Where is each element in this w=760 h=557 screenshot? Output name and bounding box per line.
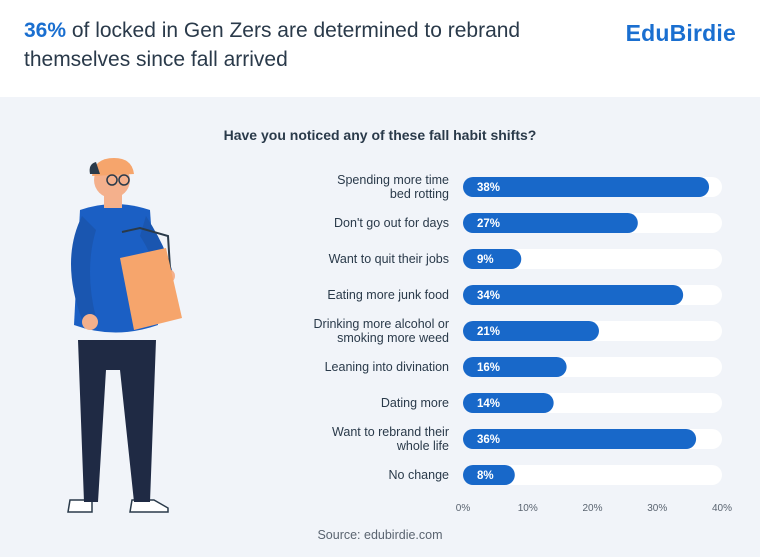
category-label: Drinking more alcohol or smoking more wee… [314, 317, 450, 345]
bar [463, 177, 710, 197]
category-label: Want to quit their jobs [329, 252, 449, 266]
bar [463, 249, 522, 269]
data-label: 36% [477, 434, 500, 446]
bar [463, 321, 599, 341]
bar [463, 357, 567, 377]
category-label: Dating more [381, 396, 449, 410]
data-label: 14% [477, 398, 500, 410]
headline-highlight: 36% [24, 19, 67, 42]
category-label: Leaning into divination [325, 360, 449, 374]
source-note: Source: edubirdie.com [317, 528, 443, 542]
headline-text: of locked in Gen Zers are determined to … [24, 19, 521, 71]
x-tick-label: 0% [456, 503, 471, 514]
data-label: 21% [477, 326, 500, 338]
header-banner: 36% of locked in Gen Zers are determined… [0, 0, 760, 97]
category-label: Want to rebrand their whole life [332, 425, 449, 453]
category-label: Eating more junk food [327, 288, 449, 302]
bar [463, 465, 515, 485]
brand-logo: EduBirdie [625, 20, 736, 46]
bar-track [463, 465, 722, 485]
data-label: 38% [477, 182, 500, 194]
data-label: 27% [477, 218, 500, 230]
person-illustration [67, 158, 182, 513]
bar [463, 213, 638, 233]
bar [463, 285, 684, 305]
x-tick-label: 20% [582, 503, 602, 514]
chart-title: Have you noticed any of these fall habit… [223, 127, 537, 143]
data-label: 8% [477, 470, 494, 482]
x-tick-label: 40% [712, 503, 732, 514]
category-label: No change [389, 468, 450, 482]
data-label: 34% [477, 290, 500, 302]
x-tick-label: 30% [647, 503, 667, 514]
data-label: 9% [477, 254, 494, 266]
bar [463, 393, 554, 413]
headline: 36% of locked in Gen Zers are determined… [24, 16, 584, 74]
category-label: Spending more time bed rotting [337, 173, 449, 201]
x-tick-label: 10% [518, 503, 538, 514]
bar [463, 429, 697, 449]
bar-track [463, 249, 722, 269]
category-label: Don't go out for days [334, 216, 449, 230]
data-label: 16% [477, 362, 500, 374]
